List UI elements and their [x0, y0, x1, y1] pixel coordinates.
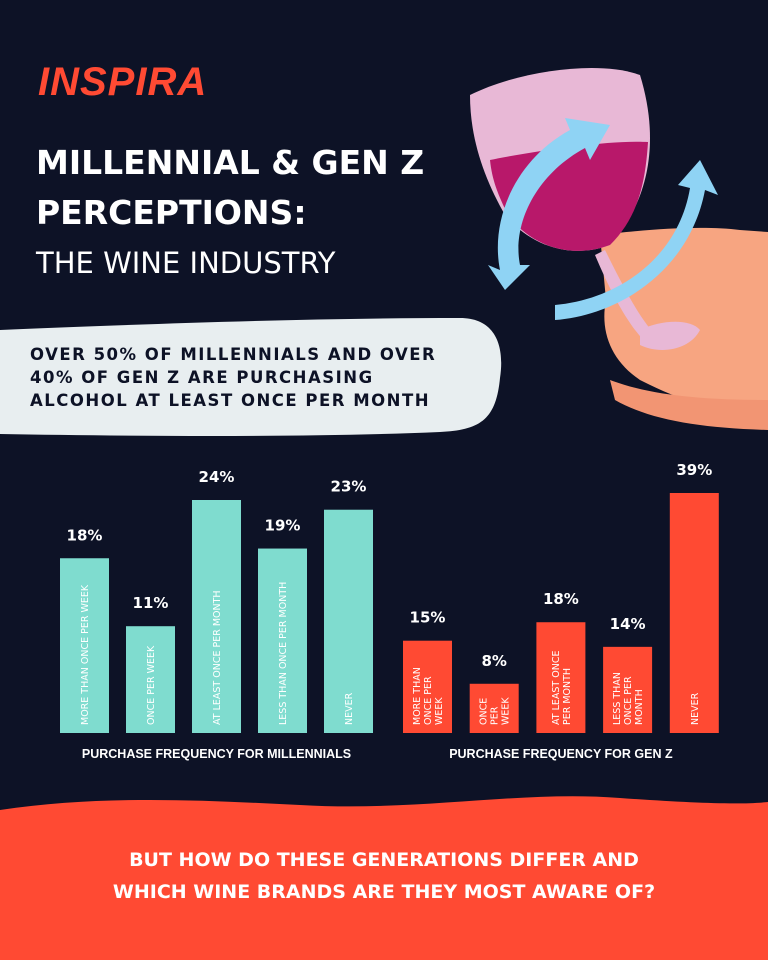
value-label: 23% [331, 478, 367, 496]
bar [324, 509, 373, 733]
title-line: PERCEPTIONS: [36, 193, 307, 232]
bar [669, 493, 719, 733]
category-label: ONCEPERWEEK [479, 697, 512, 725]
value-label: 14% [610, 615, 646, 633]
value-label: 39% [676, 461, 712, 479]
callout-line: ALCOHOL AT LEAST ONCE PER MONTH [30, 391, 430, 410]
footer-band [0, 796, 768, 960]
category-label: LESS THANONCE PERMONTH [612, 672, 645, 725]
wine-illustration [470, 67, 768, 430]
bar [192, 500, 241, 733]
bar [60, 558, 109, 733]
value-label: 15% [410, 609, 446, 627]
category-label: MORE THANONCE PERWEEK [412, 667, 445, 725]
value-label: 8% [481, 652, 506, 670]
subtitle: THE WINE INDUSTRY [35, 246, 336, 280]
category-label: ONCE PER WEEK [146, 645, 157, 725]
category-label: NEVER [344, 692, 355, 725]
bar [403, 640, 452, 733]
bar [536, 622, 586, 733]
value-label: 19% [265, 517, 301, 535]
footer-line: BUT HOW DO THESE GENERATIONS DIFFER AND [129, 849, 639, 871]
value-label: 24% [199, 468, 235, 486]
footer-line: WHICH WINE BRANDS ARE THEY MOST AWARE OF… [113, 881, 655, 903]
category-label: AT LEAST ONCE PER MONTH [212, 590, 223, 725]
brand-logo: INSPIRA [38, 60, 207, 104]
title-line: MILLENNIAL & GEN Z [36, 143, 424, 182]
bar [469, 683, 519, 733]
charts: 18% MORE THAN ONCE PER WEEK 11% ONCE PER WE… [60, 461, 719, 761]
category-label: NEVER [690, 692, 701, 725]
category-label: LESS THAN ONCE PER MONTH [278, 582, 289, 725]
x-axis-title: PURCHASE FREQUENCY FOR MILLENNIALS [82, 747, 351, 761]
bar [258, 548, 307, 733]
callout-line: OVER 50% OF MILLENNIALS AND OVER [30, 345, 436, 364]
value-label: 18% [67, 526, 103, 544]
value-label: 18% [543, 590, 579, 608]
bar [126, 626, 175, 733]
category-label: MORE THAN ONCE PER WEEK [80, 584, 91, 725]
category-label: AT LEAST ONCEPER MONTH [551, 651, 573, 725]
x-axis-title: PURCHASE FREQUENCY FOR GEN Z [449, 747, 673, 761]
bar [603, 646, 653, 733]
value-label: 11% [133, 594, 169, 612]
callout-line: 40% OF GEN Z ARE PURCHASING [30, 368, 374, 387]
callout-box [0, 318, 502, 436]
